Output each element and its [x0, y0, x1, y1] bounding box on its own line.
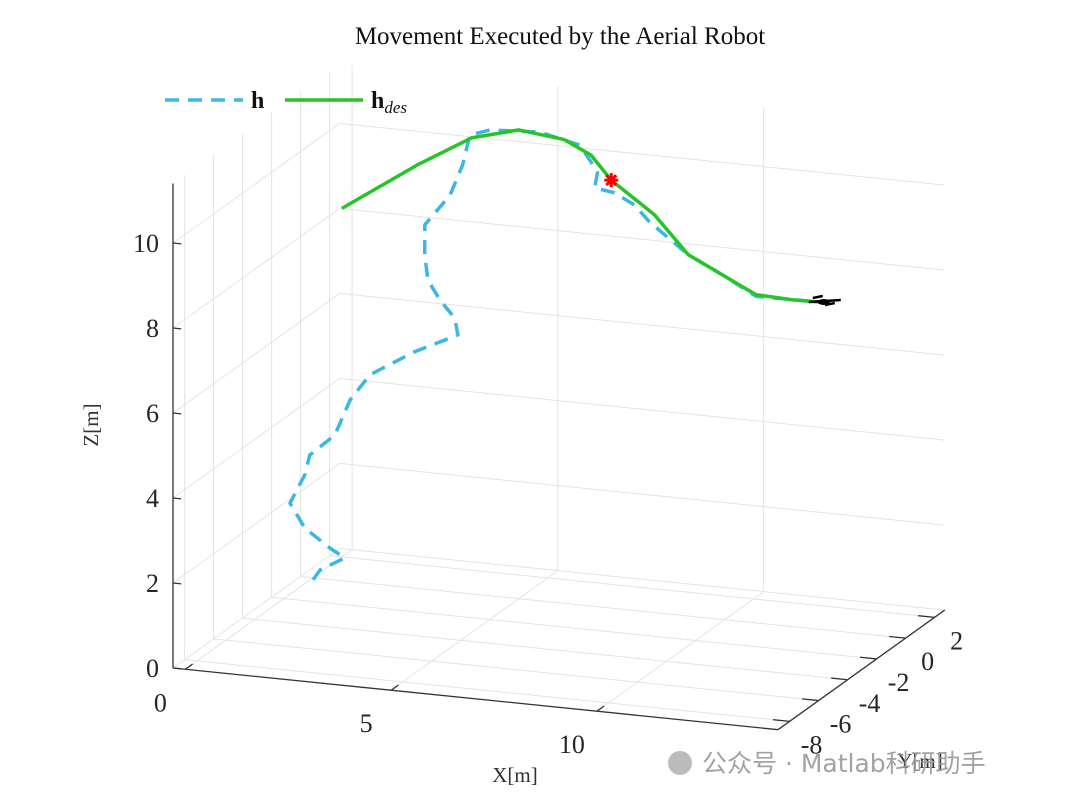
x-tick: [184, 663, 193, 670]
drone-icon: [808, 294, 841, 307]
z-tick: [172, 327, 182, 330]
y-tick-label: -2: [888, 668, 910, 697]
z-tick-label: 6: [146, 399, 159, 428]
x-tick: [596, 705, 605, 712]
watermark: 公众号 · Matlab科研助手: [702, 749, 986, 778]
x-tick-label: 10: [559, 730, 585, 759]
y-tick: [860, 656, 877, 660]
grid-line: [339, 292, 945, 356]
grid-line: [271, 596, 877, 660]
y-axis: [777, 609, 946, 731]
grid-line: [172, 377, 341, 499]
z-tick-label: 4: [146, 484, 159, 513]
chart-title: Movement Executed by the Aerial Robot: [355, 23, 765, 50]
watermark-icon: [668, 751, 692, 775]
x-tick-label: 0: [154, 688, 167, 717]
drone-hub: [817, 298, 830, 305]
z-tick-label: 8: [146, 314, 159, 343]
grid-line: [172, 122, 341, 244]
x-axis: [172, 667, 779, 731]
z-tick: [172, 242, 182, 245]
grid-line: [329, 555, 935, 618]
grid-line: [390, 570, 559, 691]
z-tick-label: 2: [146, 569, 159, 598]
legend-label: h: [251, 88, 264, 114]
grid-line: [242, 617, 848, 681]
y-tick-label: -4: [859, 689, 881, 718]
legend-name: h: [251, 88, 264, 114]
y-tick-label: -6: [830, 710, 852, 739]
y-tick: [918, 615, 935, 619]
y-tick: [802, 698, 819, 702]
legend-subscript: des: [384, 98, 407, 117]
x-tick: [390, 684, 399, 691]
grid-line: [300, 575, 906, 639]
grid-line: [339, 547, 945, 611]
marker-stroke: [605, 174, 618, 187]
z-axis-label: Z[m]: [79, 403, 103, 446]
legend-label: hdes: [371, 88, 407, 117]
grid-line: [339, 377, 945, 441]
z-tick-label: 0: [146, 654, 159, 683]
y-tick: [831, 677, 848, 681]
grid-line: [172, 292, 341, 414]
y-tick-label: 2: [950, 626, 963, 655]
z-tick: [172, 497, 182, 500]
grid-line: [339, 462, 945, 526]
grid-line: [172, 462, 341, 584]
z-tick: [172, 412, 182, 415]
start-marker: [604, 173, 619, 188]
grid-line: [185, 549, 353, 670]
y-tick: [889, 635, 906, 639]
grid-line: [172, 207, 341, 329]
y-axis-label: Y[m]: [897, 749, 943, 773]
legend-name: h: [371, 88, 384, 114]
y-tick-label: 0: [921, 647, 934, 676]
grid-line: [596, 591, 764, 712]
y-tick: [773, 719, 790, 723]
grid-line: [339, 207, 945, 271]
grid-line: [213, 638, 819, 702]
grid-line: [172, 547, 341, 669]
grid-line: [339, 122, 945, 186]
x-axis-label: X[m]: [492, 763, 538, 787]
z-tick-label: 10: [133, 229, 159, 258]
z-tick: [172, 582, 182, 585]
y-tick-label: -8: [801, 730, 823, 759]
grid-line: [184, 659, 790, 722]
x-tick-label: 5: [360, 709, 373, 738]
trajectory-line: [288, 128, 819, 581]
